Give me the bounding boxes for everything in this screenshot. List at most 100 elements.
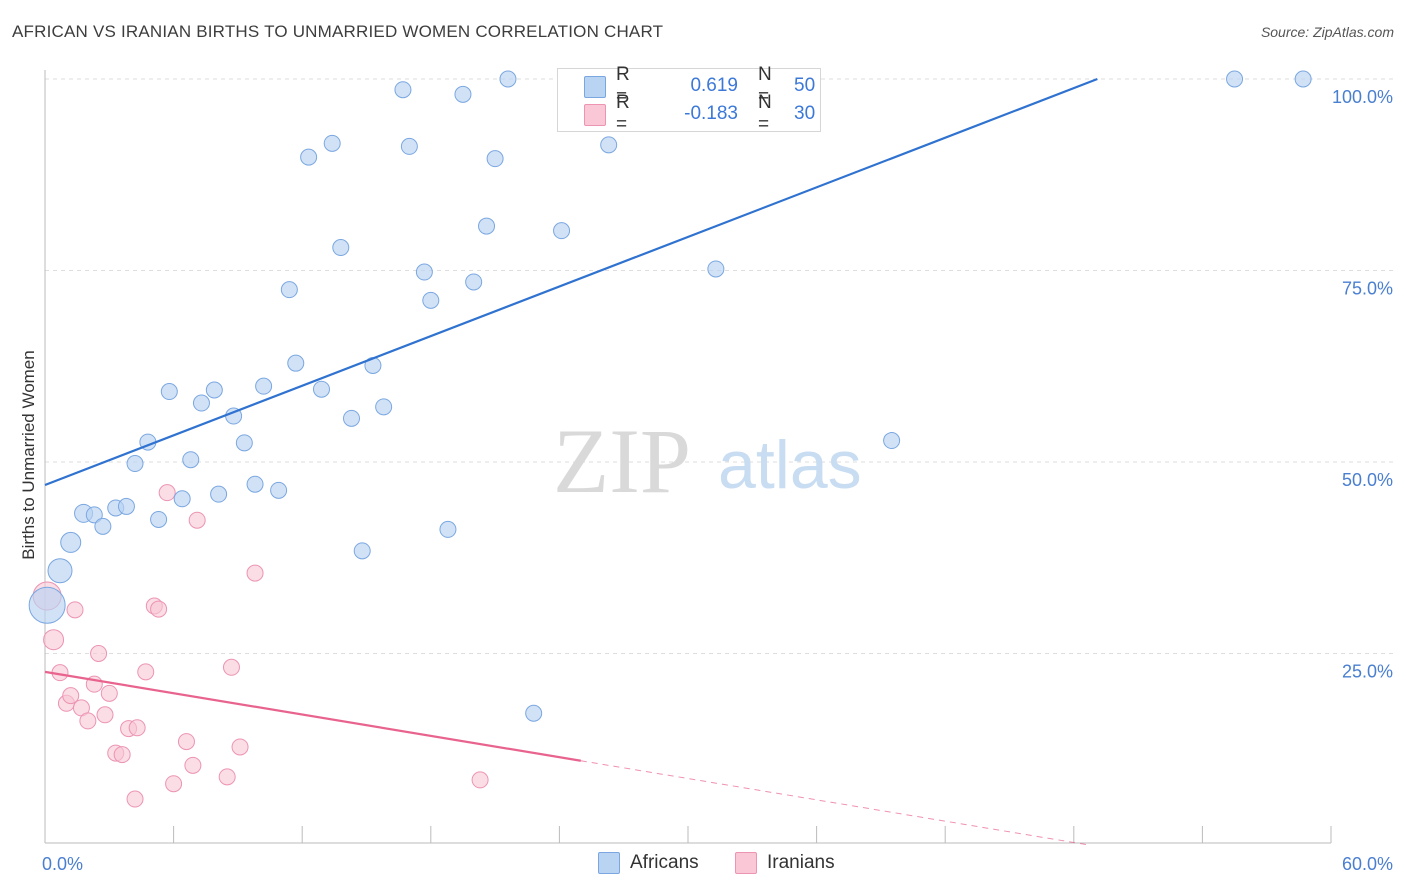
bottom-legend-africans: Africans — [598, 852, 699, 874]
bottom-legend-swatch-pink — [735, 852, 757, 874]
data-point-africans — [422, 291, 440, 309]
data-point-iranians — [471, 771, 489, 789]
data-point-africans — [300, 148, 318, 166]
data-point-africans — [47, 558, 73, 584]
data-point-africans — [255, 377, 273, 395]
data-point-iranians — [113, 746, 131, 764]
data-point-iranians — [218, 768, 236, 786]
data-point-africans — [707, 260, 725, 278]
legend-n-label: N = — [758, 64, 772, 107]
data-point-iranians — [96, 706, 114, 724]
data-point-africans — [353, 542, 371, 560]
bottom-legend-iranians: Iranians — [735, 852, 835, 874]
gridlines — [45, 78, 1395, 654]
legend-r-value: -0.183 — [684, 103, 738, 124]
data-point-africans — [1226, 70, 1244, 88]
legend-n-value: 30 — [794, 103, 816, 124]
data-point-africans — [246, 475, 264, 493]
legend-r-label: R = — [616, 64, 630, 107]
data-point-iranians — [137, 663, 155, 681]
data-point-africans — [182, 451, 200, 469]
data-point-africans — [94, 517, 112, 535]
data-point-africans — [332, 239, 350, 257]
x-tick-label: 60.0% — [1342, 854, 1393, 874]
data-point-africans — [150, 510, 168, 528]
series-africans-points — [28, 70, 1312, 722]
data-point-iranians — [231, 738, 249, 756]
data-point-africans — [270, 481, 288, 499]
legend-n-value: 50 — [794, 75, 816, 96]
y-axis-label: Births to Unmarried Women — [19, 350, 38, 559]
data-point-iranians — [126, 790, 144, 808]
data-point-africans — [600, 136, 618, 154]
data-point-iranians — [177, 733, 195, 751]
data-point-africans — [400, 137, 418, 155]
source-label: Source: ZipAtlas.com — [1260, 24, 1394, 40]
bottom-legend-label: Africans — [630, 852, 699, 873]
bottom-legend-swatch-blue — [598, 852, 620, 874]
trendline-iranians-extension — [580, 760, 1089, 846]
data-point-africans — [126, 455, 144, 473]
data-point-iranians — [222, 658, 240, 676]
legend-r-label: R = — [616, 92, 630, 135]
data-point-africans — [553, 222, 571, 240]
legend: R = 0.619 N = 50 R = -0.183 N = 30 — [557, 64, 821, 135]
bottom-legend-label: Iranians — [767, 852, 835, 873]
data-point-africans — [160, 383, 178, 401]
tick-labels: 25.0% 50.0% 75.0% 100.0% 0.0% 60.0% — [42, 87, 1393, 874]
data-point-africans — [499, 70, 517, 88]
legend-swatch-pink — [584, 104, 606, 126]
series-iranians-points — [32, 484, 489, 808]
axes — [44, 70, 1332, 844]
legend-swatch-blue — [584, 76, 606, 98]
legend-n-label: N = — [758, 92, 772, 135]
y-tick-label: 25.0% — [1342, 662, 1393, 682]
data-point-africans — [287, 354, 305, 372]
data-point-africans — [235, 434, 253, 452]
data-point-iranians — [184, 756, 202, 774]
y-tick-label: 100.0% — [1332, 87, 1393, 107]
watermark-atlas: atlas — [718, 427, 862, 503]
data-point-africans — [173, 490, 191, 508]
data-point-iranians — [43, 629, 65, 651]
data-point-iranians — [128, 719, 146, 737]
data-point-iranians — [79, 712, 97, 730]
trendline-iranians — [44, 670, 582, 762]
data-point-africans — [85, 506, 103, 524]
data-point-africans — [883, 432, 901, 450]
x-tick-label: 0.0% — [42, 854, 83, 874]
trendlines — [44, 77, 1098, 846]
data-point-africans — [375, 398, 393, 416]
data-point-africans — [465, 273, 483, 291]
data-point-iranians — [150, 600, 168, 618]
data-point-africans — [323, 134, 341, 152]
trendline-africans — [44, 77, 1098, 487]
data-point-africans — [60, 531, 82, 553]
y-tick-label: 50.0% — [1342, 470, 1393, 490]
data-point-africans — [117, 497, 135, 515]
data-point-africans — [394, 81, 412, 99]
data-point-africans — [486, 150, 504, 168]
data-point-iranians — [246, 564, 264, 582]
data-point-iranians — [165, 775, 183, 793]
data-point-iranians — [158, 484, 176, 502]
data-point-iranians — [100, 684, 118, 702]
data-point-africans — [454, 85, 472, 103]
data-point-africans — [280, 281, 298, 299]
data-point-africans — [28, 586, 66, 624]
data-point-iranians — [66, 601, 84, 619]
data-point-africans — [415, 263, 433, 281]
data-point-africans — [192, 394, 210, 412]
data-point-africans — [525, 704, 543, 722]
y-tick-label: 75.0% — [1342, 279, 1393, 299]
data-point-iranians — [188, 511, 206, 529]
data-point-africans — [205, 381, 223, 399]
legend-r-value: 0.619 — [690, 75, 738, 96]
chart-title: AFRICAN VS IRANIAN BIRTHS TO UNMARRIED W… — [12, 22, 664, 41]
data-point-africans — [478, 217, 496, 235]
data-point-africans — [312, 380, 330, 398]
data-point-iranians — [90, 645, 108, 662]
data-point-africans — [439, 520, 457, 538]
data-point-africans — [210, 485, 228, 503]
